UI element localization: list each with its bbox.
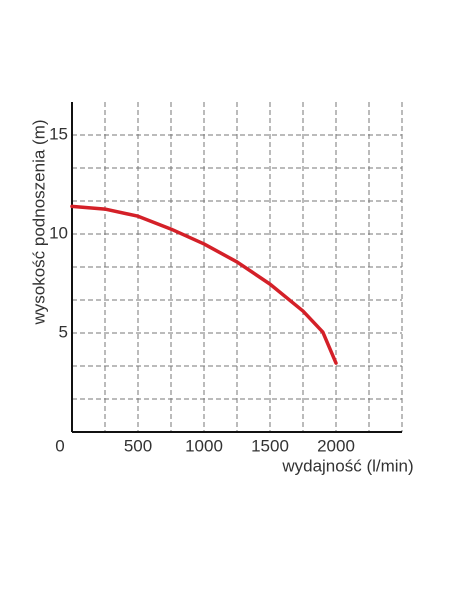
y-axis-label: wysokość podnoszenia (m)	[29, 119, 48, 325]
y-tick-label: 10	[49, 224, 68, 243]
x-tick-label: 2000	[317, 436, 355, 455]
x-tick-label: 0	[55, 436, 64, 455]
data-line	[70, 204, 338, 365]
x-tick-label: 1500	[251, 436, 289, 455]
y-tick-label: 15	[49, 125, 68, 144]
x-tick-label: 1000	[185, 436, 223, 455]
x-axis-label: wydajność (l/min)	[281, 456, 413, 475]
y-tick-label: 5	[59, 323, 68, 342]
x-tick-label: 500	[124, 436, 152, 455]
